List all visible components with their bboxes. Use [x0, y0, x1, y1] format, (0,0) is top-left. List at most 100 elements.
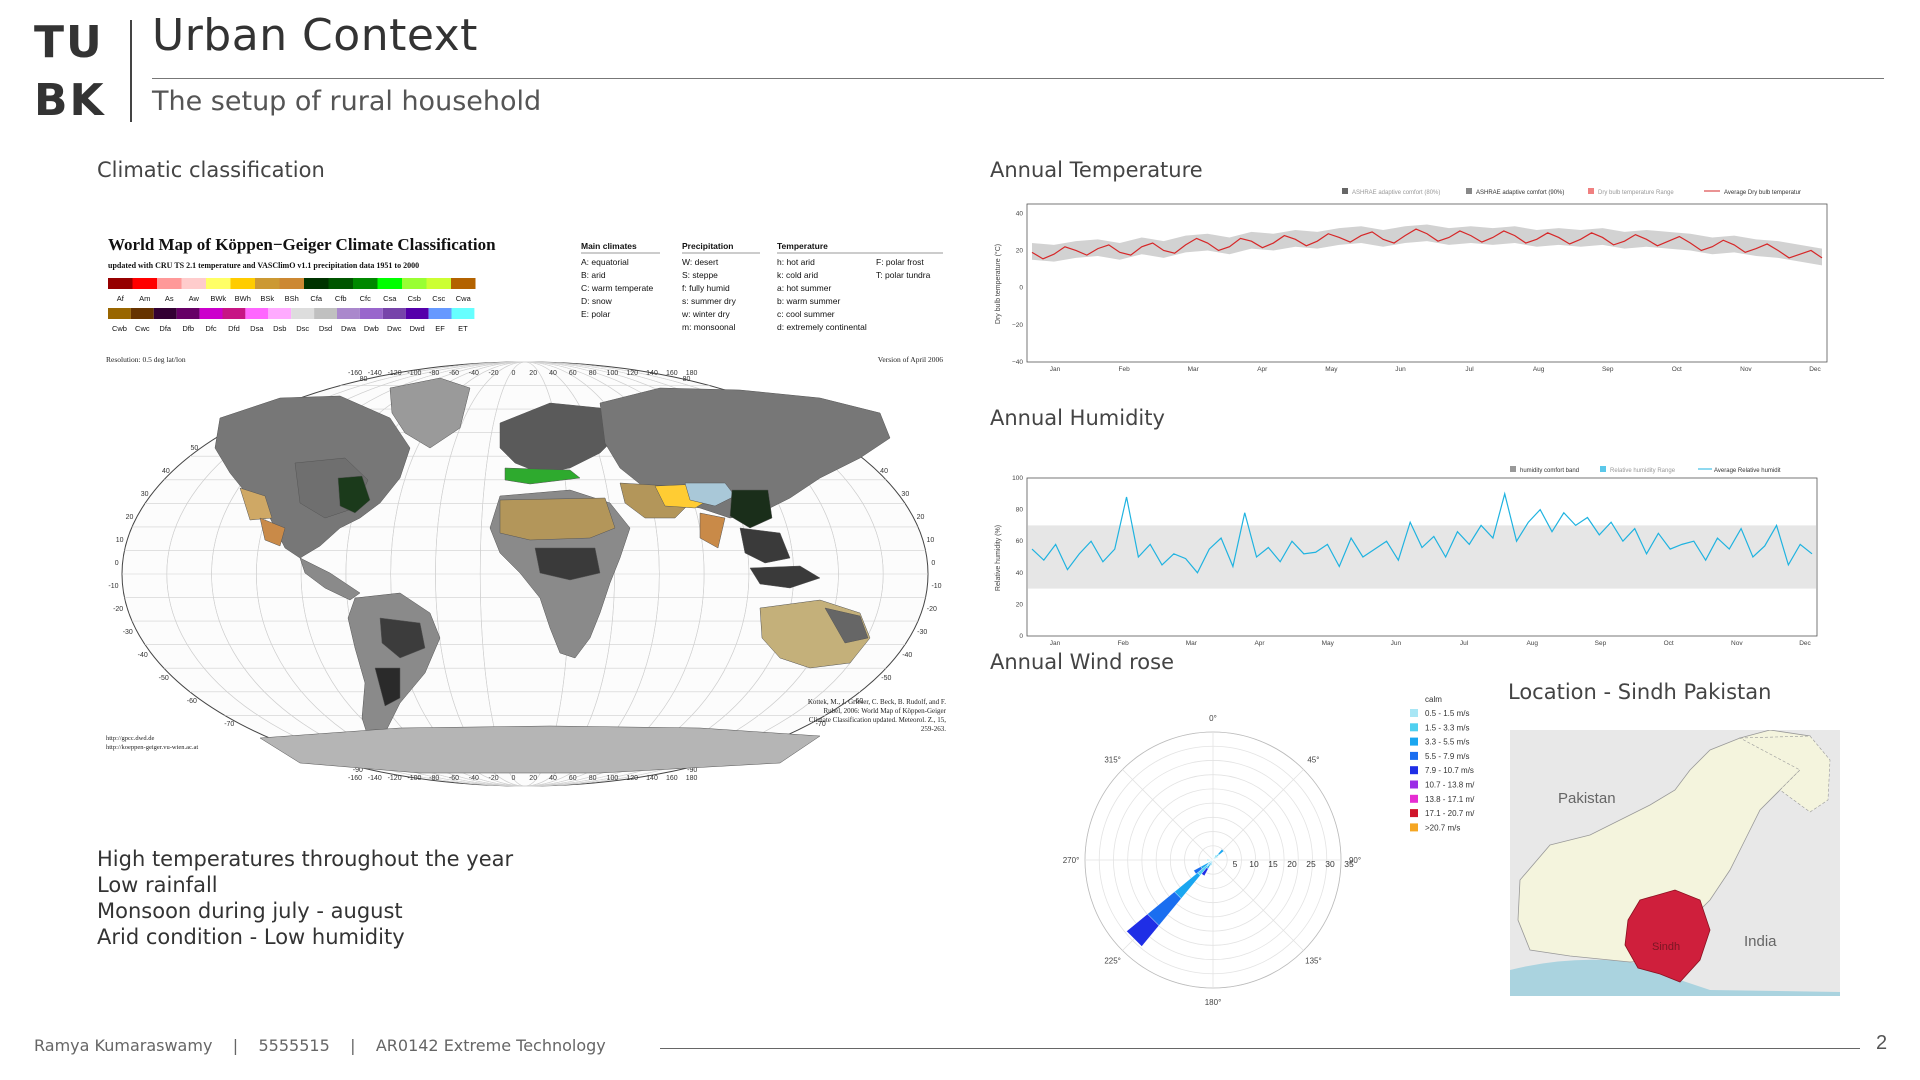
lat-tick: -90 — [353, 767, 363, 774]
lat-tick: -10 — [108, 583, 118, 590]
lon-tick: -160 — [348, 775, 362, 782]
wind-radial-tick: 25 — [1306, 859, 1316, 869]
lat-tick: -90 — [687, 767, 697, 774]
temp-x-tick: May — [1325, 366, 1338, 373]
legend-swatch — [230, 278, 255, 289]
lon-tick: -100 — [407, 370, 421, 377]
legend-swatch — [255, 278, 280, 289]
lon-tick: -160 — [348, 370, 362, 377]
hum-x-tick: Feb — [1118, 640, 1130, 647]
wind-legend-swatch — [1410, 823, 1418, 832]
lon-tick: -140 — [368, 370, 382, 377]
temp-y-ticks: 40 20 0 −20 −40 — [1012, 210, 1023, 366]
legend-swatch — [199, 308, 223, 319]
temp-x-tick: Sep — [1602, 366, 1614, 373]
humidity-legend: humidity comfort band Relative humidity … — [1510, 466, 1781, 474]
legend-code: Cfc — [360, 294, 372, 303]
legend-swatch — [337, 308, 360, 319]
hum-x-tick: Nov — [1731, 640, 1743, 647]
legend-swatch — [291, 308, 315, 319]
temp-legend-item: Dry bulb temperature Range — [1598, 190, 1674, 196]
legend-code: BWh — [235, 294, 251, 303]
wind-rose-wedge — [1212, 854, 1218, 861]
lat-tick: 30 — [901, 491, 909, 498]
legend-code: Csb — [408, 294, 421, 303]
legend-code: Am — [139, 294, 150, 303]
legend-swatch — [304, 278, 329, 289]
wind-angle-label: 180° — [1205, 998, 1222, 1007]
legend-swatch — [451, 308, 475, 319]
legend-swatch — [279, 278, 304, 289]
wind-legend-label: 17.1 - 20.7 m/ — [1425, 809, 1475, 818]
wind-rose-wedge — [1201, 867, 1209, 877]
hum-x-ticks: Jan Feb Mar Apr May Jun Jul Aug Sep Oct Nov Dec — [1050, 640, 1812, 647]
legend-swatch — [108, 278, 133, 289]
hum-average-line — [1031, 491, 1813, 574]
wind-radial-tick: 20 — [1287, 859, 1297, 869]
hum-comfort-band — [1028, 525, 1816, 589]
logo-line-1: TU — [34, 17, 104, 68]
lon-tick: -60 — [449, 775, 459, 782]
legend-code: BSk — [260, 294, 274, 303]
hum-x-tick: Mar — [1186, 640, 1198, 647]
lat-tick: 0 — [115, 560, 119, 567]
legend-swatch — [268, 308, 292, 319]
temp-a: a: hot summer — [777, 283, 831, 293]
temp-legend-item: Average Dry bulb temperatur — [1724, 190, 1801, 196]
wind-rose-wedge — [1209, 859, 1214, 866]
lat-tick: 30 — [141, 491, 149, 498]
footer-author: Ramya Kumaraswamy — [34, 1036, 213, 1055]
lon-tick: 120 — [626, 370, 638, 377]
wind-angle-label: 135° — [1305, 956, 1322, 965]
wind-angle-label: 315° — [1104, 756, 1121, 765]
hum-x-tick: Dec — [1799, 640, 1811, 647]
legend-swatch — [328, 278, 353, 289]
wind-radial-tick: 10 — [1249, 859, 1259, 869]
hum-x-tick: Sep — [1595, 640, 1607, 647]
temp-t: T: polar tundra — [876, 270, 931, 280]
note-item: Monsoon during july - august — [97, 899, 403, 923]
main-climate-b: B: arid — [581, 270, 606, 280]
precip-w-dry: w: winter dry — [681, 309, 730, 319]
legend-code: Aw — [189, 294, 200, 303]
temp-average-line — [1031, 228, 1823, 260]
lon-tick: 40 — [549, 370, 557, 377]
climate-section-label: Climatic classification — [97, 158, 325, 182]
legend-code: As — [165, 294, 174, 303]
pakistan-land — [1517, 729, 1811, 963]
legend-code: Dfa — [159, 324, 172, 333]
footer-credits: Ramya Kumaraswamy | 5555515 | AR0142 Ext… — [34, 1036, 606, 1055]
lon-tick: 0 — [511, 370, 515, 377]
temp-h: h: hot arid — [777, 257, 815, 267]
lon-tick: 80 — [589, 370, 597, 377]
lat-tick: -40 — [902, 652, 912, 659]
humidity-chart: humidity comfort band Relative humidity … — [990, 462, 1840, 648]
temp-y-tick: 0 — [1019, 285, 1023, 292]
wind-legend-label: 10.7 - 13.8 m/ — [1425, 781, 1475, 790]
footer-id: 5555515 — [258, 1036, 330, 1055]
wind-legend-swatch — [1410, 737, 1418, 746]
legend-code: Dsb — [273, 324, 286, 333]
wind-legend-swatch — [1410, 766, 1418, 775]
temp-y-tick: −20 — [1012, 322, 1023, 329]
wind-rose-svg: 0° 45° 90° 135° 180° 225° 270° 315° 5 10 15 20 25 30… — [1063, 695, 1475, 1007]
main-climates-heading: Main climates — [581, 241, 637, 251]
legend-code: Dfb — [182, 324, 194, 333]
legend-swatch — [222, 308, 246, 319]
latitude-ticks: 8080707060605050404030302020101000-10-10… — [108, 376, 941, 774]
legend-code: Dfd — [228, 324, 240, 333]
wind-rose-wedge — [1174, 872, 1201, 899]
lat-tick: -10 — [931, 583, 941, 590]
hum-legend-item: Average Relative humidit — [1714, 468, 1781, 474]
lat-tick: -20 — [113, 606, 123, 613]
lon-tick: 140 — [646, 370, 658, 377]
map-citation: Kottek, M., J. Grieser, C. Beck, B. Rudo… — [807, 698, 946, 733]
lat-tick: -20 — [927, 606, 937, 613]
legend-swatch — [359, 308, 383, 319]
precip-s-dry: s: summer dry — [682, 296, 737, 306]
temp-x-tick: Apr — [1257, 366, 1268, 373]
temp-y-tick: −40 — [1012, 359, 1023, 366]
legend-code: Dwb — [364, 324, 379, 333]
legend-code: Cwb — [112, 324, 127, 333]
wind-rose-grid — [1084, 731, 1342, 989]
